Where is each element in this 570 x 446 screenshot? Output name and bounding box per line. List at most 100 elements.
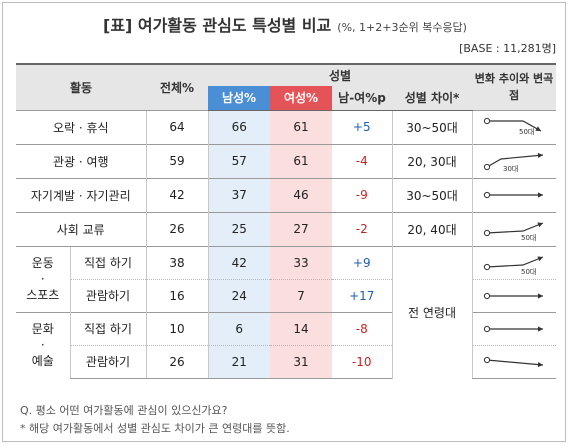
diff-value: +17 [332, 278, 392, 312]
trend-cell [471, 278, 557, 312]
gap-value: 전 연령대 [391, 245, 473, 378]
group-label-part: · [40, 338, 45, 353]
header-trend: 변화 추이와 변곡점 [472, 63, 557, 110]
total-value: 26 [145, 344, 208, 379]
total-value: 64 [145, 109, 208, 144]
activity-label: 오락 · 휴식 [16, 109, 146, 144]
table-title: [표] 여가활동 관심도 특성별 비교 (%, 1+2+3순위 복수응답) [0, 12, 570, 36]
header-female: 여성% [270, 86, 332, 111]
female-value: 27 [270, 211, 332, 246]
table-row: 오락 · 휴식 64 66 61 +5 30~50대 50대 [16, 109, 557, 144]
trend-start-marker [484, 356, 491, 363]
trend-cell [471, 344, 557, 379]
trend-sparkline [484, 356, 544, 367]
group-label: 문화 · 예술 [16, 311, 70, 378]
male-value: 57 [207, 143, 270, 178]
total-value: 38 [145, 245, 208, 279]
trend-sparkline: 50대 [484, 117, 542, 136]
trend-start-marker [484, 263, 491, 270]
trend-sparkline: 50대 [484, 255, 544, 275]
trend-arrowhead [538, 361, 544, 367]
table-row: 운동 · 스포츠 직접 하기 38 42 33 +9 전 연령대 50대 [16, 245, 557, 378]
sub-label: 관람하기 [69, 344, 146, 379]
male-value: 25 [207, 211, 270, 246]
trend-cell: 30대 [471, 143, 557, 178]
title-main: [표] 여가활동 관심도 특성별 비교 [103, 16, 332, 35]
trend-sparkline [484, 191, 544, 199]
trend-sparkline: 30대 [484, 152, 544, 173]
male-value: 66 [207, 109, 270, 144]
question-note: Q. 평소 어떤 여가활동에 관심이 있으신가요? [20, 404, 228, 417]
group-label-part: 문화 [31, 322, 54, 337]
male-value: 37 [207, 177, 270, 212]
diff-value: -10 [332, 344, 392, 379]
activity-label: 관광 · 여행 [16, 143, 146, 178]
female-value: 46 [270, 177, 332, 212]
trend-arrowhead [537, 222, 544, 228]
group-label: 운동 · 스포츠 [16, 245, 70, 312]
table-row: 문화 · 예술 직접 하기 10 6 14 -8 [16, 311, 557, 378]
female-value: 61 [270, 143, 332, 178]
trend-cell: 50대 [471, 109, 557, 144]
header-activity: 활동 [16, 63, 146, 110]
trend-arrowhead [535, 126, 542, 131]
trend-cell: 50대 [471, 245, 557, 279]
trend-sparkline [484, 325, 544, 332]
gap-value: 30~50대 [391, 109, 473, 144]
comparison-table: 활동 전체% 성별 변화 추이와 변곡점 남성% 여성% 남-여%p 성별 차이… [16, 63, 557, 379]
header-trend-label: 변화 추이와 변곡점 [474, 72, 554, 103]
trend-line [487, 255, 544, 268]
group-label-part: 예술 [31, 354, 54, 369]
diff-value: +5 [332, 109, 392, 144]
female-value: 33 [270, 245, 332, 279]
base-count: [BASE : 11,281명] [459, 42, 556, 55]
activity-label: 자기계발 · 자기관리 [16, 177, 146, 212]
trend-label: 30대 [503, 165, 518, 173]
total-value: 42 [145, 177, 208, 212]
female-value: 7 [270, 278, 332, 312]
trend-start-marker [484, 292, 491, 299]
header-diff: 남-여%p [332, 86, 392, 111]
header-gap: 성별 차이* [392, 86, 473, 111]
trend-start-marker [484, 117, 491, 125]
trend-cell [471, 311, 557, 345]
trend-arrowhead [538, 192, 544, 198]
footnote: * 해당 여가활동에서 성별 관심도 차이가 큰 연령대를 뜻함. [20, 422, 290, 435]
total-value: 16 [145, 278, 208, 312]
diff-value: -2 [332, 211, 392, 246]
trend-start-marker [484, 163, 491, 171]
male-value: 21 [207, 344, 270, 379]
diff-value: +9 [332, 245, 392, 279]
group-label-part: 스포츠 [26, 288, 60, 302]
trend-start-marker [484, 325, 491, 332]
header-total: 전체% [146, 63, 208, 110]
total-value: 26 [145, 211, 208, 246]
trend-start-marker [484, 191, 491, 199]
total-value: 10 [145, 311, 208, 345]
sub-label: 관람하기 [69, 278, 146, 312]
group-label-part: · [40, 272, 45, 286]
trend-cell: 50대 [471, 211, 557, 246]
diff-value: -9 [332, 177, 392, 212]
sub-label: 직접 하기 [69, 311, 146, 345]
gap-value: 20, 30대 [391, 143, 473, 178]
group-label-part: 운동 [31, 256, 54, 270]
trend-sparkline: 50대 [484, 222, 544, 241]
female-value: 14 [270, 311, 332, 345]
diff-value: -4 [332, 143, 392, 178]
trend-arrowhead [538, 325, 544, 332]
gap-value: 30~50대 [391, 177, 473, 212]
diff-value: -8 [332, 311, 392, 345]
trend-start-marker [484, 229, 491, 237]
trend-cell [471, 177, 557, 212]
male-value: 42 [207, 245, 270, 279]
female-value: 31 [270, 344, 332, 379]
trend-line [487, 120, 542, 132]
title-sub: (%, 1+2+3순위 복수응답) [337, 21, 467, 34]
trend-arrowhead [537, 255, 544, 261]
frame [2, 2, 566, 442]
header-male: 남성% [208, 86, 270, 111]
trend-line [487, 222, 544, 234]
header-gender: 성별 [208, 63, 473, 86]
table-row: 관람하기 16 24 7 +17 [16, 278, 557, 312]
